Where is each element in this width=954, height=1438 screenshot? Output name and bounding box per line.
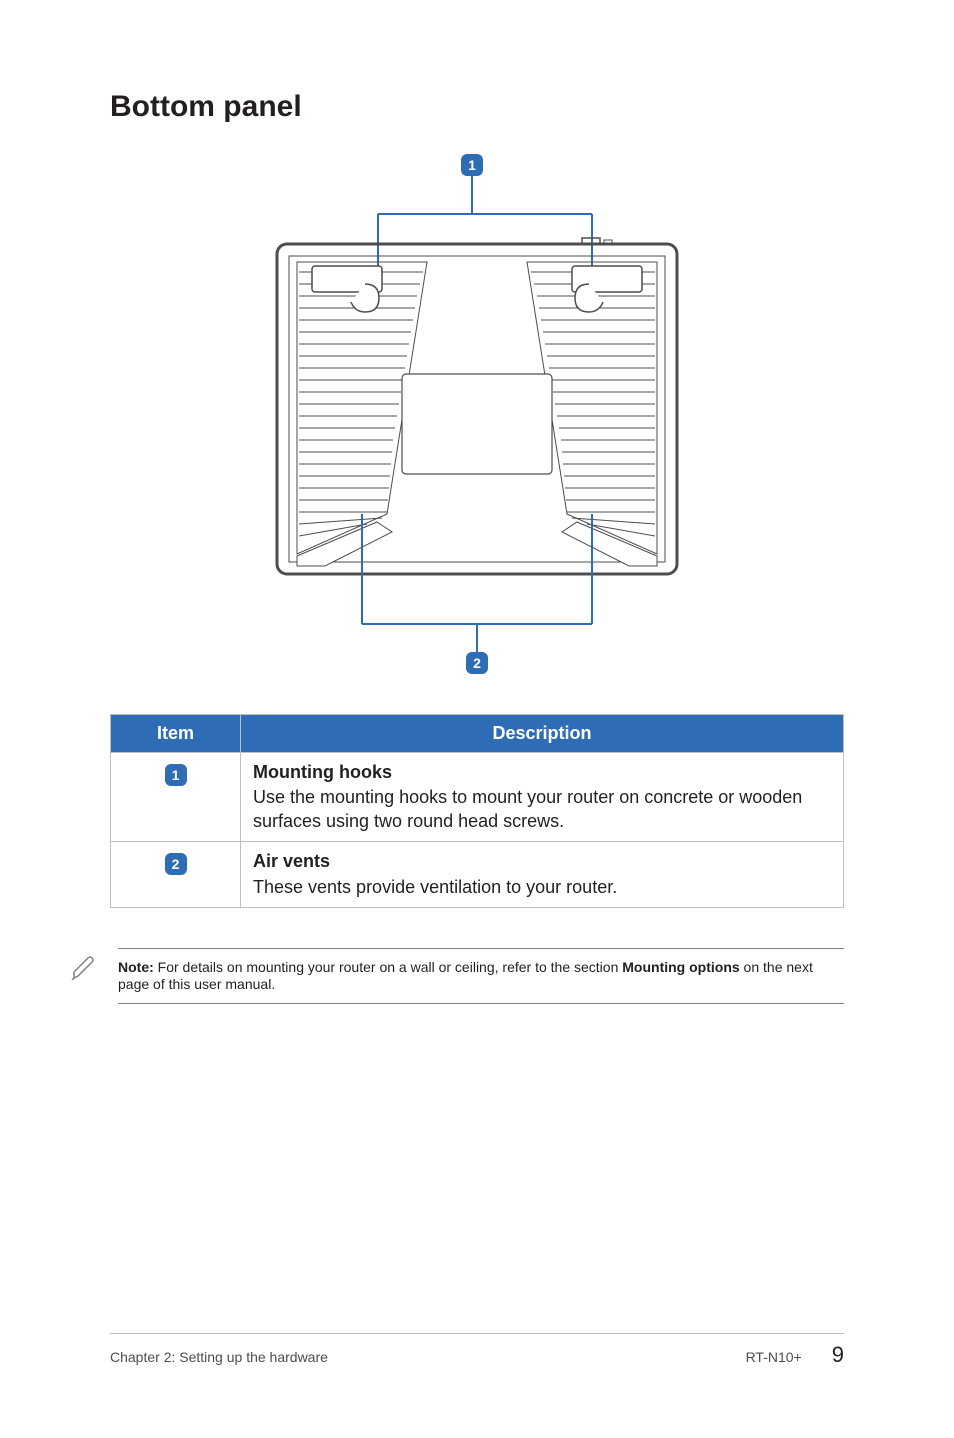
row-body: Use the mounting hooks to mount your rou… (253, 786, 831, 833)
mounting-hook-left (312, 266, 382, 312)
table-header-item: Item (111, 715, 241, 753)
note-pre: For details on mounting your router on a… (154, 959, 622, 975)
diagram-callout-2: 2 (473, 655, 481, 671)
note-block: Note: For details on mounting your route… (70, 948, 844, 1004)
row-title: Air vents (253, 850, 831, 873)
footer-page-number: 9 (832, 1342, 844, 1368)
footer-chapter: Chapter 2: Setting up the hardware (110, 1349, 328, 1365)
footer-model: RT-N10+ (746, 1349, 802, 1365)
pencil-icon (70, 954, 98, 982)
row-title: Mounting hooks (253, 761, 831, 784)
bottom-panel-diagram: 1 (237, 154, 717, 674)
table-row: 1 Mounting hooks Use the mounting hooks … (111, 753, 844, 842)
row-badge-2: 2 (165, 853, 187, 875)
section-heading: Bottom panel (110, 90, 844, 124)
mounting-hook-right (572, 266, 642, 312)
note-text: Note: For details on mounting your route… (118, 948, 844, 1004)
table-row: 2 Air vents These vents provide ventilat… (111, 842, 844, 908)
page-footer: Chapter 2: Setting up the hardware RT-N1… (110, 1333, 844, 1368)
diagram-container: 1 (110, 154, 844, 674)
description-table: Item Description 1 Mounting hooks Use th… (110, 714, 844, 908)
row-body: These vents provide ventilation to your … (253, 876, 831, 899)
note-label: Note: (118, 959, 154, 975)
table-header-description: Description (241, 715, 844, 753)
row-badge-1: 1 (165, 764, 187, 786)
note-bold-ref: Mounting options (622, 959, 739, 975)
diagram-callout-1: 1 (468, 157, 476, 173)
